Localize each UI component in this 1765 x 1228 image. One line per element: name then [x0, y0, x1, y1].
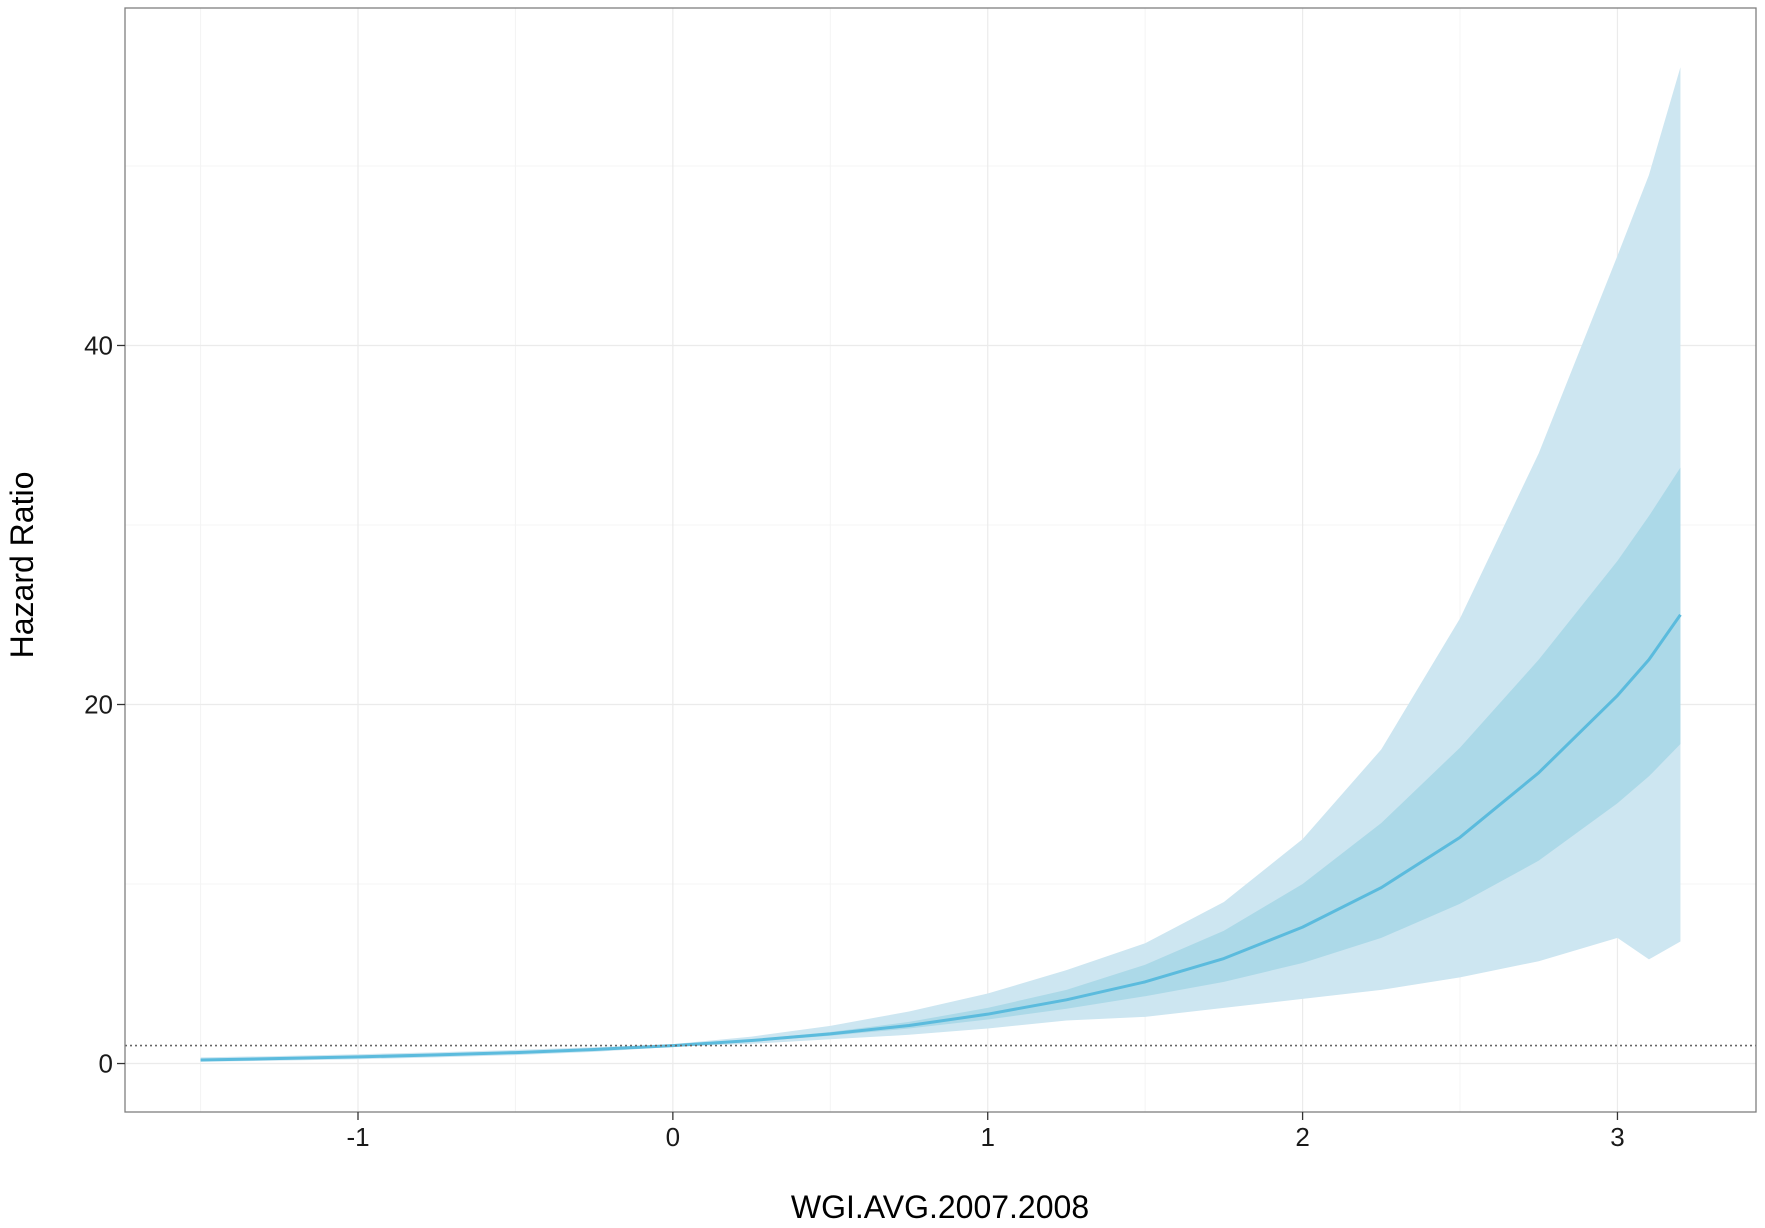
hazard-ratio-line — [200, 613, 1682, 1062]
plot-panel-border — [124, 7, 1757, 1113]
y-tick-label: 20 — [84, 690, 113, 720]
x-axis-title: WGI.AVG.2007.2008 — [791, 1189, 1089, 1225]
major-gridlines — [125, 8, 1756, 1112]
confidence-bands — [200, 67, 1681, 1062]
x-tick-label: 0 — [666, 1122, 680, 1152]
y-axis: 0 20 40 — [84, 330, 125, 1079]
x-axis: -1 0 1 2 3 — [346, 1112, 1625, 1152]
y-tick-label: 0 — [99, 1049, 113, 1079]
y-tick-label: 40 — [84, 330, 113, 360]
y-axis-title: Hazard Ratio — [4, 472, 40, 659]
inner-confidence-band — [200, 467, 1681, 1061]
outer-confidence-band — [200, 67, 1681, 1062]
x-tick-label: -1 — [346, 1122, 369, 1152]
x-tick-label: 3 — [1610, 1122, 1624, 1152]
x-tick-label: 2 — [1295, 1122, 1309, 1152]
x-tick-label: 1 — [980, 1122, 994, 1152]
series-lines — [200, 613, 1682, 1062]
